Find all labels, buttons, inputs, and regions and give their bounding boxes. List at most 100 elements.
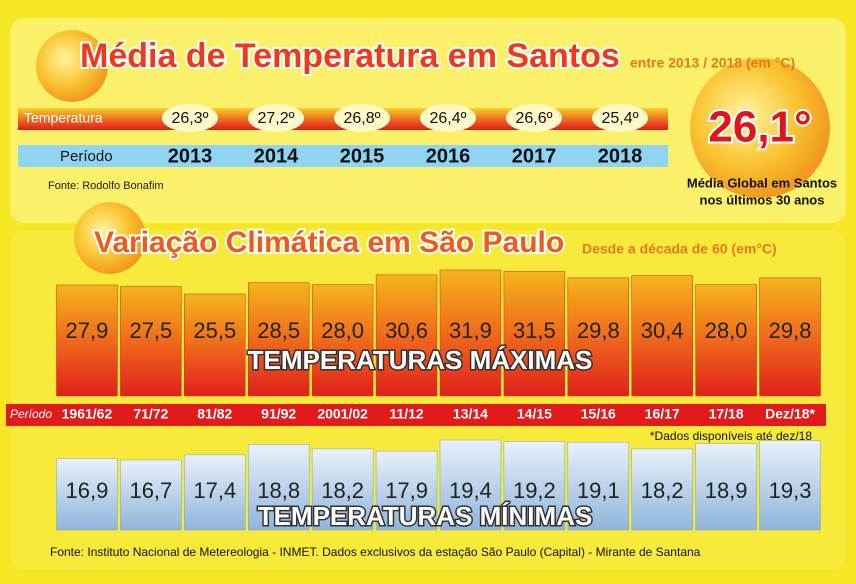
value-label: 29,8 xyxy=(769,318,812,343)
max-bar xyxy=(248,282,310,397)
row-label: Temperatura xyxy=(24,110,103,126)
min-bar xyxy=(695,443,757,531)
min-bar xyxy=(248,444,310,531)
value-badge xyxy=(592,104,648,132)
value-label: 18,9 xyxy=(705,478,748,503)
category-label: Dez/18* xyxy=(765,406,815,422)
temperature-value: 26,4º xyxy=(430,110,467,127)
value-label: 18,2 xyxy=(321,478,364,503)
min-bar xyxy=(184,454,246,531)
value-badge xyxy=(248,104,304,132)
max-bar xyxy=(631,275,693,397)
value-label: 31,9 xyxy=(449,318,492,343)
title: Média de Temperatura em Santos xyxy=(80,37,620,75)
value-label: 27,5 xyxy=(129,318,172,343)
year: 2018 xyxy=(598,145,643,167)
category-label: 11/12 xyxy=(389,406,423,422)
value-label: 30,6 xyxy=(385,318,428,343)
series-name: TEMPERATURAS MÍNIMAS xyxy=(258,501,593,531)
max-bar xyxy=(439,269,502,397)
footer: Fonte: Instituto Nacional de Metereologi… xyxy=(50,545,701,559)
value-badge xyxy=(162,104,218,132)
category-label: 17/18 xyxy=(709,406,744,422)
chart-title: Variação Climática em São Paulo xyxy=(94,226,564,259)
sun-icon xyxy=(74,202,146,274)
value-badge xyxy=(334,104,390,132)
value-label: 19,3 xyxy=(769,478,812,503)
year: 2016 xyxy=(426,145,471,167)
min-bar xyxy=(56,458,118,531)
min-bar xyxy=(439,439,502,531)
value-label: 19,4 xyxy=(449,478,492,503)
bars: 27,9 27,5 25,5 28,5 28,0 30,6 31,9 31,5 29,8 30,4… xyxy=(56,269,821,531)
max-bar xyxy=(695,284,757,397)
year: 2015 xyxy=(340,145,385,167)
temperature-value: 26,8º xyxy=(344,110,381,127)
category-label: 2001/02 xyxy=(317,406,368,422)
row-label: Período xyxy=(60,148,113,165)
temperature-value: 25,4º xyxy=(602,110,639,127)
category-label: 91/92 xyxy=(261,406,296,422)
series-name: TEMPERATURAS MÁXIMAS xyxy=(248,345,593,375)
period-strip xyxy=(18,145,668,167)
category-label: 71/72 xyxy=(133,406,168,422)
sun-icon xyxy=(690,58,830,198)
value-badge xyxy=(420,104,476,132)
category-label: 81/82 xyxy=(197,406,232,422)
value-label: 16,7 xyxy=(129,478,172,503)
category-label: 13/14 xyxy=(453,406,488,422)
global-caption: Média Global em Santos xyxy=(687,175,837,190)
max-bar xyxy=(759,277,821,397)
max-bar xyxy=(503,271,566,397)
category-label: 16/17 xyxy=(645,406,680,422)
min-bar xyxy=(631,448,693,531)
max-bar xyxy=(311,284,374,397)
period-label: Período xyxy=(10,407,52,421)
max-bar xyxy=(567,277,629,397)
global-caption: nos últimos 30 anos xyxy=(700,192,825,207)
value-label: 18,2 xyxy=(641,478,684,503)
min-bar xyxy=(375,450,438,531)
min-bar xyxy=(311,448,374,531)
category-label: 14/15 xyxy=(517,406,552,422)
max-bar xyxy=(120,286,182,397)
value-label: 30,4 xyxy=(641,318,684,343)
value-label: 19,2 xyxy=(513,478,556,503)
note: *Dados disponíveis até dez/18 xyxy=(650,429,812,443)
chart-subtitle: Desde a década de 60 (em°C) xyxy=(582,241,777,257)
year: 2017 xyxy=(512,145,557,167)
value-label: 31,5 xyxy=(513,318,556,343)
value-label: 19,1 xyxy=(577,478,620,503)
min-bar xyxy=(120,459,182,531)
value-label: 16,9 xyxy=(66,478,109,503)
value-label: 18,8 xyxy=(257,478,300,503)
source: Fonte: Rodolfo Bonafim xyxy=(48,180,164,192)
max-bar xyxy=(184,293,246,397)
value-label: 28,5 xyxy=(257,318,300,343)
value-badge xyxy=(506,104,562,132)
min-bar xyxy=(759,440,821,531)
value-label: 17,4 xyxy=(193,478,236,503)
value-label: 28,0 xyxy=(321,318,364,343)
temperature-value: 26,3º xyxy=(172,110,209,127)
value-label: 29,8 xyxy=(577,318,620,343)
year: 2013 xyxy=(168,145,213,167)
max-bar xyxy=(375,274,438,397)
value-label: 27,9 xyxy=(66,318,109,343)
year: 2014 xyxy=(254,145,299,167)
period-strip xyxy=(6,404,826,426)
global-value: 26,1° xyxy=(708,103,811,152)
temperature-value: 27,2º xyxy=(258,110,295,127)
sun-icon xyxy=(36,30,108,102)
min-bar xyxy=(503,441,566,531)
subtitle: entre 2013 / 2018 (em °C) xyxy=(630,55,795,71)
value-label: 25,5 xyxy=(193,318,236,343)
max-bar xyxy=(56,284,118,397)
value-label: 17,9 xyxy=(385,478,428,503)
value-label: 28,0 xyxy=(705,318,748,343)
category-label: 1961/62 xyxy=(62,406,113,422)
temperature-value: 26,6º xyxy=(516,110,553,127)
min-bar xyxy=(567,441,629,531)
category-label: 15/16 xyxy=(581,406,616,422)
